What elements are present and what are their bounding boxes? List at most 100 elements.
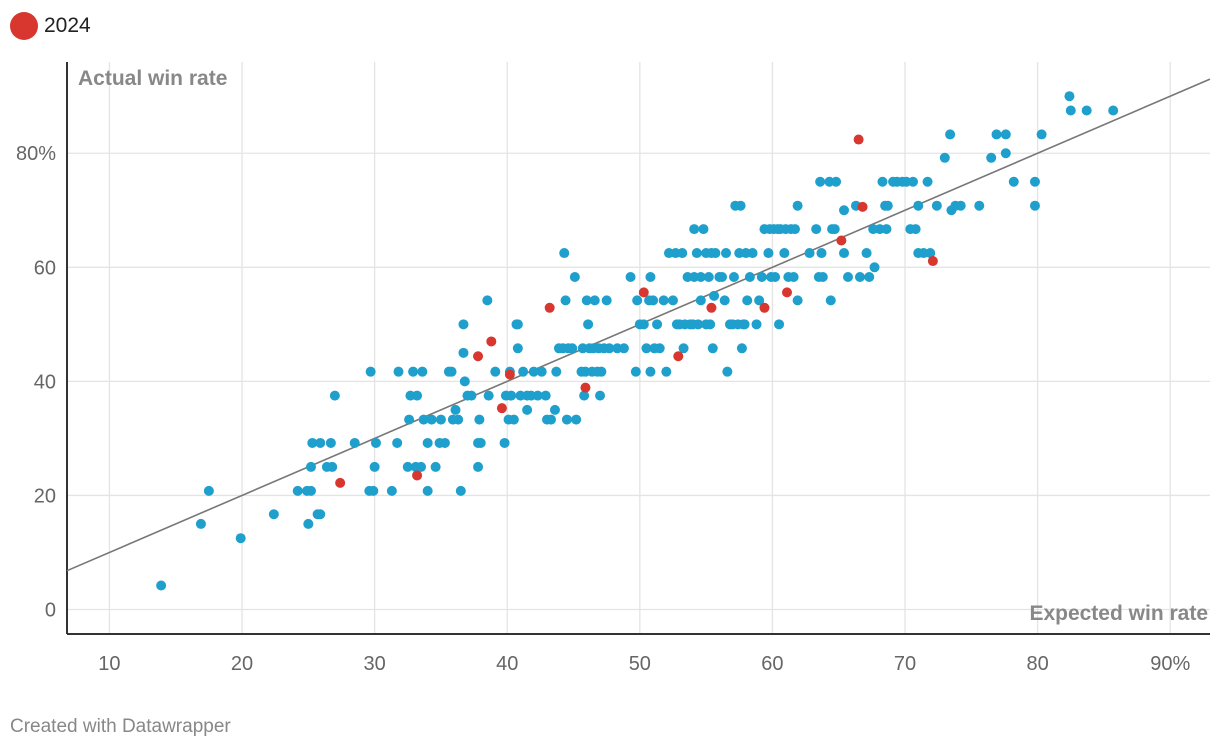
point-other [854,271,865,282]
point-other [393,366,404,377]
point-2024 [782,287,793,298]
point-other [386,485,397,496]
point-other [446,366,457,377]
y-tick-label: 0 [45,599,56,621]
point-other [735,200,746,211]
point-2024 [412,470,423,481]
point-other [1029,176,1040,187]
data-points [156,91,1119,591]
point-other [422,437,433,448]
point-other [645,366,656,377]
point-other [325,437,336,448]
point-other [817,271,828,282]
point-2024 [473,351,484,362]
point-other [744,271,755,282]
x-tick-label: 20 [231,653,253,675]
legend-swatch-2024 [10,12,38,40]
x-tick-label: 60 [761,653,783,675]
point-other [693,319,704,330]
point-other [303,518,314,529]
point-other [736,343,747,354]
point-other [475,437,486,448]
point-other [774,319,785,330]
grid [67,62,1210,634]
x-tick-label: 90% [1150,653,1190,675]
point-other [307,437,318,448]
point-other [986,152,997,163]
point-other [459,376,470,387]
point-other [327,461,338,472]
x-tick-label: 40 [496,653,518,675]
point-other [583,319,594,330]
point-other [754,295,765,306]
point-other [654,343,665,354]
point-other [955,200,966,211]
point-other [292,485,303,496]
point-other [698,224,709,235]
point-other [490,366,501,377]
point-other [829,224,840,235]
point-other [1081,105,1092,116]
point-other [567,343,578,354]
point-other [648,295,659,306]
point-other [843,271,854,282]
point-other [430,461,441,472]
point-other [792,295,803,306]
point-2024 [496,403,507,414]
point-other [695,295,706,306]
point-2024 [544,302,555,313]
point-other [408,366,419,377]
point-other [349,437,360,448]
point-other [549,404,560,415]
point-other [512,343,523,354]
point-other [416,461,427,472]
point-other [869,262,880,273]
x-tick-label: 80 [1026,653,1048,675]
point-other [422,485,433,496]
point-other [455,485,466,496]
point-2024 [673,351,684,362]
point-other [235,533,246,544]
y-tick-label: 40 [34,371,56,393]
point-other [882,200,893,211]
point-other [707,343,718,354]
point-other [522,404,533,415]
point-other [540,390,551,401]
point-other [536,366,547,377]
point-other [691,248,702,259]
point-other [831,176,842,187]
x-tick-label: 50 [629,653,651,675]
point-other [811,224,822,235]
point-other [458,319,469,330]
point-other [369,461,380,472]
point-other [315,509,326,520]
point-other [404,414,415,425]
point-other [788,271,799,282]
point-other [939,152,950,163]
point-other [641,343,652,354]
point-other [974,200,985,211]
point-other [703,271,714,282]
point-other [1108,105,1119,116]
point-other [881,224,892,235]
point-other [913,200,924,211]
point-other [596,366,607,377]
point-other [435,414,446,425]
point-other [751,319,762,330]
legend-label: 2024 [44,14,91,37]
point-other [1000,129,1011,140]
point-other [825,295,836,306]
point-other [545,414,556,425]
point-other [1000,148,1011,159]
point-2024 [335,477,346,488]
point-2024 [486,336,497,347]
point-other [512,319,523,330]
point-other [815,176,826,187]
point-other [581,295,592,306]
point-other [518,366,529,377]
point-other [719,295,730,306]
point-other [595,390,606,401]
point-other [329,390,340,401]
point-other [412,390,423,401]
